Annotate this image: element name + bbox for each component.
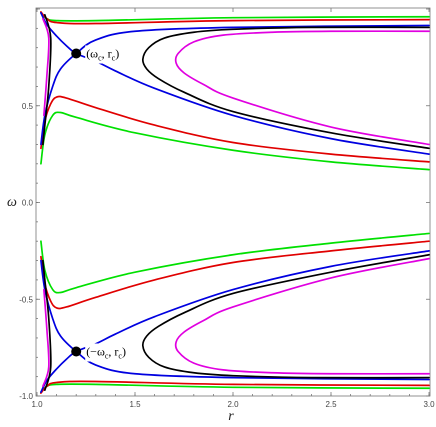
series-2-branch-3 <box>40 250 430 393</box>
x-tick-label: 2.5 <box>325 400 337 409</box>
critical-point-label-bg <box>85 343 127 362</box>
series-3-branch-3 <box>141 253 430 379</box>
series-0-branch-2 <box>40 232 430 294</box>
series-4-branch-3 <box>174 257 430 375</box>
x-tick-label: 1.5 <box>129 400 141 409</box>
critical-point-label: (−ωc, rc) <box>86 344 126 360</box>
series-3-branch-1 <box>141 26 430 150</box>
y-tick-label: -0.5 <box>19 295 33 304</box>
x-tick-label: 2.0 <box>227 400 239 409</box>
ticks-group: 1.0 1.5 2.0 2.5 3.0 -1.0 -0.5 0.0 0.5 <box>19 8 435 409</box>
critical-point-label-bg <box>85 45 121 64</box>
critical-point-marker <box>71 48 82 59</box>
series-4-branch-0 <box>42 17 50 117</box>
critical-points-group: (ωc, rc) (−ωc, rc) <box>71 45 127 362</box>
series-2-branch-2 <box>40 259 430 381</box>
y-tick-label: -1.0 <box>19 392 33 401</box>
series-4-branch-1 <box>174 30 430 146</box>
series-0-branch-1 <box>40 111 430 171</box>
curves-group <box>40 11 430 394</box>
plot-frame <box>35 7 431 397</box>
y-tick-label: 0.0 <box>22 199 34 208</box>
x-tick-label: 1.0 <box>31 400 43 409</box>
series-1-branch-2 <box>40 240 430 310</box>
x-tick-label: 3.0 <box>423 400 435 409</box>
y-tick-label: 0.5 <box>22 102 34 111</box>
x-axis-label: r <box>228 409 234 424</box>
critical-point-label: (ωc, rc) <box>86 47 119 63</box>
series-4-branch-2 <box>42 288 50 388</box>
series-1-branch-1 <box>40 95 430 163</box>
y-axis-label: ω <box>7 195 17 210</box>
series-2-branch-1 <box>40 24 430 146</box>
series-3-branch-0 <box>42 13 52 146</box>
series-3-branch-2 <box>42 259 52 392</box>
critical-point-marker <box>71 346 82 357</box>
series-2-branch-0 <box>40 12 430 155</box>
